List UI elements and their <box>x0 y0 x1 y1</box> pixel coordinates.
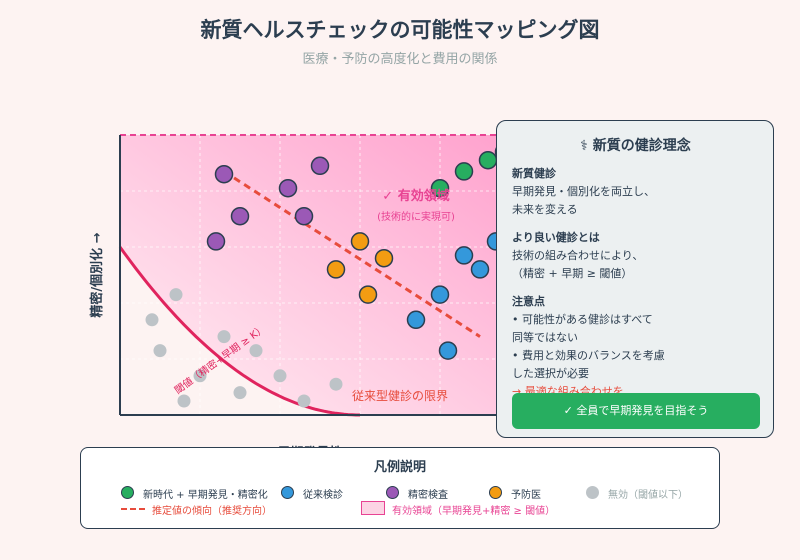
info-line: （精密 + 早期 ≥ 閾値） <box>512 267 633 280</box>
data-point-pet <box>278 178 298 198</box>
data-point-current <box>438 341 458 360</box>
legend-label-current: 従来検診 <box>303 490 343 501</box>
info-line: 新質健診 <box>512 167 556 180</box>
info-line: より良い健診とは <box>512 231 600 244</box>
info-title: ⚕ 新質の健診理念 <box>580 138 691 154</box>
data-point-invalid <box>297 394 311 408</box>
data-point-invalid <box>249 344 263 358</box>
data-point-lab <box>374 248 394 268</box>
legend-zone-marker <box>361 501 385 515</box>
data-point-current <box>430 285 450 304</box>
below-threshold-label: 従来型健診の限界 <box>352 388 448 403</box>
y-axis-label: 精密/個別化 → <box>89 232 105 317</box>
info-line: • 可能性がある健診はすべて <box>512 313 653 326</box>
data-point-pet <box>214 164 234 184</box>
legend-trend-label: 推定値の傾向（推奨方向） <box>152 506 272 517</box>
info-line: した選択が必要 <box>512 367 589 380</box>
legend-label-success: 新時代 + 早期発見・精密化 <box>143 490 268 501</box>
data-point-lab <box>326 260 346 279</box>
data-point-invalid <box>169 288 183 302</box>
legend-marker-lab <box>489 486 502 499</box>
data-point-pet <box>230 206 250 226</box>
data-point-invalid <box>329 377 343 391</box>
data-point-invalid <box>177 394 191 408</box>
legend-zone-label: 有効領域（早期発見+精密 ≥ 閾値） <box>392 506 556 517</box>
data-point-pet <box>206 232 226 251</box>
data-point-current <box>454 246 474 265</box>
series-current <box>406 232 506 360</box>
legend-marker-invalid <box>586 486 599 499</box>
data-point-invalid <box>145 313 159 327</box>
cta-button[interactable]: ✓ 全員で早期発見を目指そう <box>512 393 760 429</box>
legend-marker-success <box>121 486 134 499</box>
series-lab <box>326 232 394 304</box>
page-subtitle: 医療・予防の高度化と費用の関係 <box>302 52 498 67</box>
data-point-invalid <box>193 369 207 383</box>
data-point-pet <box>310 156 330 176</box>
info-line: 技術の組み合わせにより、 <box>512 249 644 262</box>
info-line: 同等ではない <box>512 331 578 344</box>
trend-line <box>223 170 481 338</box>
valid-region <box>120 135 520 415</box>
data-point-success <box>478 150 498 170</box>
info-line: 未来を変える <box>512 203 578 216</box>
series-pet <box>206 156 330 251</box>
data-point-success <box>430 178 450 198</box>
info-lines: 新質健診早期発見・個別化を両立し、 未来を変えるより良い健診とは技術の組み合わせに… <box>512 165 759 401</box>
data-point-pet <box>294 206 314 226</box>
data-point-invalid <box>153 344 167 358</box>
zone-label: ✓ 有効領域 <box>382 188 449 204</box>
data-point-current <box>470 260 490 279</box>
legend-marker-pet <box>386 486 399 499</box>
info-panel: ⚕ 新質の健診理念 新質健診早期発見・個別化を両立し、 未来を変えるより良い健診と… <box>496 120 774 438</box>
zone-sublabel: (技術的に実現可) <box>377 210 455 223</box>
threshold-curve <box>118 246 360 417</box>
info-line: • 費用と効果のバランスを考慮 <box>512 349 665 362</box>
page-title: 新質ヘルスチェックの可能性マッピング図 <box>200 18 600 42</box>
series-invalid <box>145 288 343 408</box>
legend-label-pet: 精密検査 <box>408 490 448 501</box>
legend-marker-current <box>281 486 294 499</box>
info-line: 注意点 <box>512 295 545 308</box>
legend-trend-marker <box>121 508 145 510</box>
data-point-invalid <box>217 330 231 344</box>
data-point-lab <box>350 232 370 251</box>
info-line: 早期発見・個別化を両立し、 <box>512 185 655 198</box>
data-point-invalid <box>273 369 287 383</box>
data-point-success <box>454 162 474 181</box>
data-point-invalid <box>233 386 247 400</box>
data-point-current <box>406 310 426 330</box>
info-spacer <box>512 219 759 229</box>
legend-title: 凡例説明 <box>373 460 426 475</box>
legend-label-lab: 予防医 <box>511 490 541 501</box>
legend-label-invalid: 無効（閾値以下） <box>608 490 688 501</box>
info-spacer <box>512 283 759 293</box>
data-point-lab <box>358 285 378 304</box>
legend: 凡例説明 新時代 + 早期発見・精密化 従来検診 精密検査 予防医 無効（閾値以下） 推定… <box>80 447 720 529</box>
